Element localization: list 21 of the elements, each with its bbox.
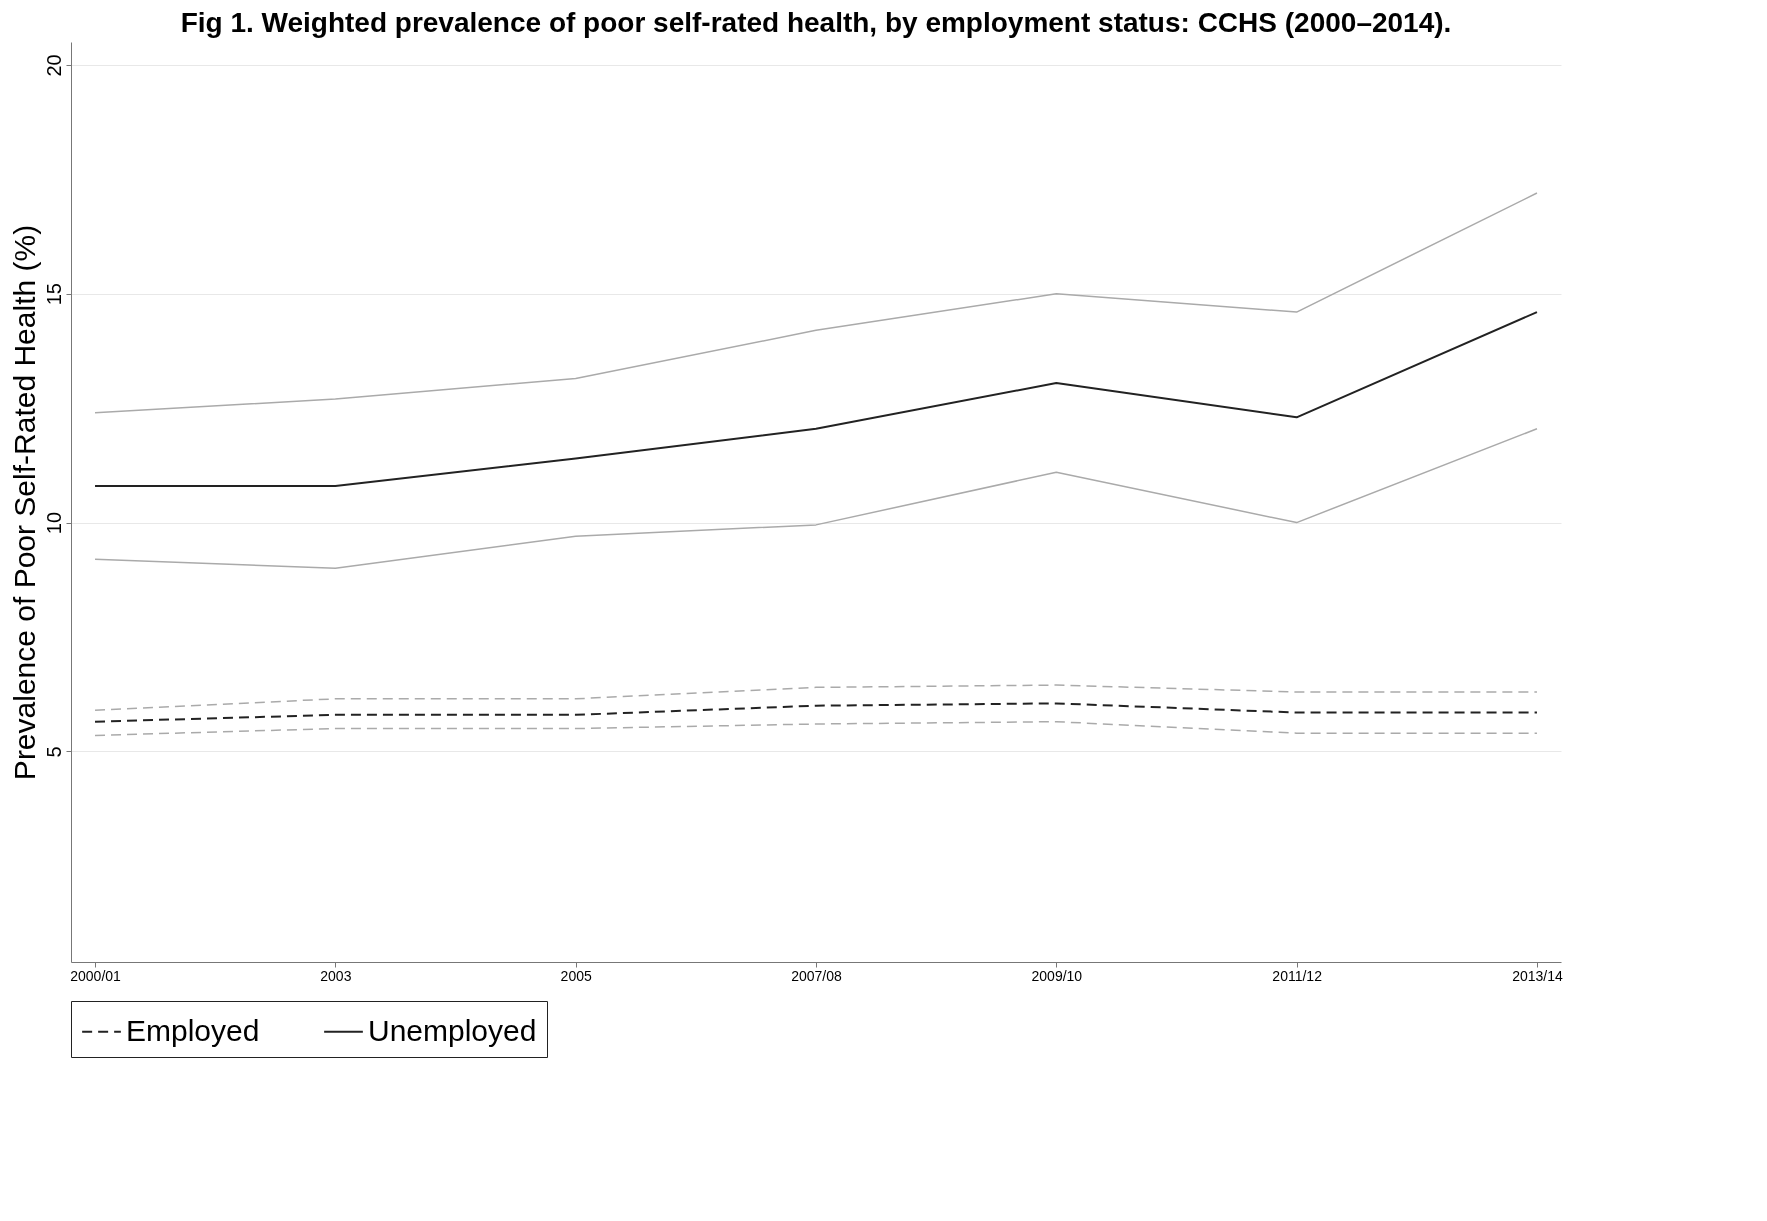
x-tick-label: 2003: [320, 967, 352, 984]
line-series: [94, 428, 1538, 570]
y-tick-label: 5: [42, 746, 65, 758]
legend-label: Unemployed: [368, 1013, 537, 1047]
line-series: [94, 311, 1538, 487]
chart-title: Fig 1. Weighted prevalence of poor self-rated health, by employment status: CCHS (2000–2014).: [180, 7, 1452, 38]
x-tick-label: 2000/01: [70, 967, 122, 984]
y-tick-label: 20: [42, 54, 65, 77]
y-tick-label: 15: [42, 283, 65, 306]
line-series: [94, 720, 1538, 737]
x-tick-label: 2005: [560, 967, 592, 984]
line-series: [94, 702, 1538, 723]
y-tick-label: 10: [42, 511, 65, 535]
x-tick-label: 2007/08: [791, 967, 843, 984]
y-axis-title: Prevalence of Poor Self-Rated Health (%): [7, 224, 41, 781]
legend-label: Employed: [126, 1013, 260, 1047]
x-tick-label: 2011/12: [1272, 967, 1323, 984]
x-tick-label: 2009/10: [1031, 967, 1083, 984]
line-series: [94, 192, 1538, 414]
x-tick-label: 2013/14: [1512, 967, 1563, 984]
line-series: [94, 684, 1538, 712]
